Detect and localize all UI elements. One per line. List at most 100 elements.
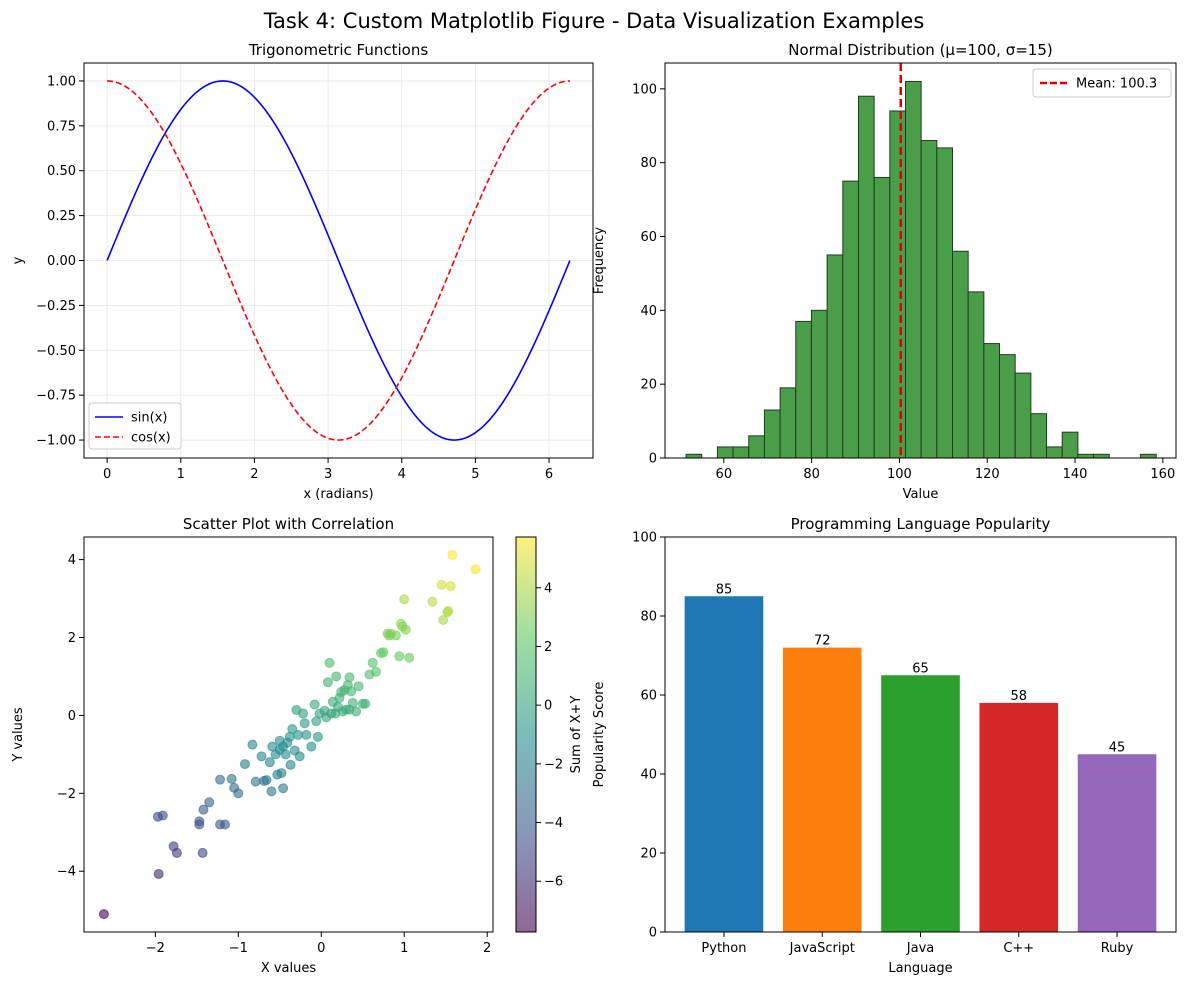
bar-value-label: 58 <box>1010 689 1027 704</box>
cos-line <box>107 80 570 441</box>
x-axis-label: Language <box>888 961 952 976</box>
figure-suptitle: Task 4: Custom Matplotlib Figure - Data … <box>263 9 925 33</box>
scatter-point <box>301 729 312 740</box>
scatter-point <box>438 614 449 625</box>
x-axis-label: Value <box>903 487 939 502</box>
bar-value-label: 45 <box>1109 740 1126 755</box>
y-tick-label: −0.75 <box>36 389 76 404</box>
scatter-point <box>306 741 317 752</box>
trig-functions-chart: 0 1 2 3 4 5 6 −1.00 −0.75 −0.50 −0.25 0.00 0.25 0.50 0… <box>11 41 594 502</box>
language-popularity-chart: 85 Python 72 JavaScript 65 Java 58 C++ 45 Ruby 0 20… <box>592 515 1177 976</box>
x-tick-label: 100 <box>887 467 912 482</box>
y-tick-label: −4 <box>57 865 76 880</box>
histogram-bar <box>763 409 781 459</box>
y-tick-label: 20 <box>640 847 657 862</box>
scatter-point <box>427 596 438 607</box>
scatter-point <box>346 686 357 697</box>
y-tick-label: 20 <box>640 378 657 393</box>
scatter-point <box>266 786 277 797</box>
chart-title: Programming Language Popularity <box>791 515 1051 533</box>
y-tick-label: −0.25 <box>36 299 76 314</box>
colorbar: −6 −4 −2 0 2 4 Sum of X+Y <box>515 536 584 933</box>
x-tick-label: Python <box>701 941 746 956</box>
histogram-bar <box>999 354 1016 459</box>
histogram-bar <box>1030 413 1048 459</box>
scatter-point <box>98 909 109 920</box>
histogram-bar <box>842 180 859 459</box>
scatter-point <box>324 657 335 668</box>
x-tick-label: 80 <box>803 467 820 482</box>
histogram-bar <box>873 176 891 459</box>
histogram-bar <box>795 320 812 459</box>
colorbar-tick-label: 2 <box>544 640 552 655</box>
chart-title: Normal Distribution (μ=100, σ=15) <box>788 41 1052 59</box>
legend: Mean: 100.3 <box>1032 68 1172 98</box>
scatter-point <box>353 681 364 692</box>
colorbar-tick-label: 0 <box>544 699 552 714</box>
histogram-bar <box>952 250 969 459</box>
scatter-point <box>371 666 382 677</box>
histogram-bar <box>1061 431 1079 459</box>
x-axis-label: X values <box>261 961 317 976</box>
colorbar-tick-label: −2 <box>544 757 563 772</box>
legend: sin(x) cos(x) <box>88 402 182 450</box>
x-tick-label: 1 <box>400 941 408 956</box>
y-tick-label: 100 <box>632 531 657 546</box>
scatter-point <box>280 749 291 760</box>
plot-frame <box>664 62 1177 459</box>
scatter-point <box>287 724 298 735</box>
x-tick-label: 5 <box>471 467 479 482</box>
y-axis-label: Frequency <box>592 227 607 294</box>
histogram-bar <box>732 446 750 459</box>
y-tick-label: 60 <box>640 689 657 704</box>
histogram-bar <box>920 140 938 459</box>
bar-python <box>684 596 764 932</box>
y-tick-label: 0.75 <box>47 119 76 134</box>
x-tick-label: 3 <box>324 467 332 482</box>
y-tick-label: 1.00 <box>47 74 76 89</box>
scatter-point <box>298 708 309 719</box>
bar-value-label: 72 <box>814 634 831 649</box>
sin-line <box>106 80 571 441</box>
plot-frame <box>83 536 494 933</box>
histogram-bar <box>889 110 906 459</box>
scatter-point <box>347 697 358 708</box>
scatter-point <box>215 774 226 785</box>
x-tick-label: 140 <box>1063 467 1088 482</box>
scatter-point <box>394 651 405 662</box>
colorbar-scale <box>515 536 537 933</box>
x-tick-label: Ruby <box>1101 941 1134 956</box>
scatter-point <box>309 699 320 710</box>
scatter-point <box>220 819 231 830</box>
scatter-point <box>322 677 333 688</box>
y-tick-label: 80 <box>640 156 657 171</box>
y-axis-label: y <box>11 256 26 264</box>
histogram-bar <box>685 453 703 459</box>
x-tick-label: 1 <box>177 467 185 482</box>
scatter-point <box>293 729 304 740</box>
histogram-bar <box>1093 453 1110 459</box>
bar-java <box>881 675 960 932</box>
y-tick-label: 0.00 <box>47 254 76 269</box>
y-axis-label: Popularity Score <box>592 682 607 788</box>
x-tick-label: 2 <box>483 941 491 956</box>
y-tick-label: 100 <box>632 82 657 97</box>
scatter-correlation-chart: −2 −1 0 1 2 −4 −2 0 2 4 Scatter Plot with Correlat… <box>11 515 584 976</box>
scatter-point <box>233 788 244 799</box>
legend-box <box>88 402 182 450</box>
x-tick-label: 6 <box>545 467 553 482</box>
scatter-point <box>171 847 182 858</box>
legend-label: cos(x) <box>131 431 171 446</box>
bar-value-label: 65 <box>912 661 929 676</box>
scatter-point <box>256 751 267 762</box>
x-tick-label: 120 <box>975 467 1000 482</box>
y-tick-label: 0.25 <box>47 209 76 224</box>
scatter-point <box>204 797 215 808</box>
scatter-point <box>299 718 310 729</box>
x-tick-label: 4 <box>398 467 406 482</box>
scatter-point <box>226 773 237 784</box>
scatter-point <box>261 775 272 786</box>
scatter-point <box>250 776 261 787</box>
scatter-point <box>197 847 208 858</box>
colorbar-tick-label: −4 <box>544 816 563 831</box>
